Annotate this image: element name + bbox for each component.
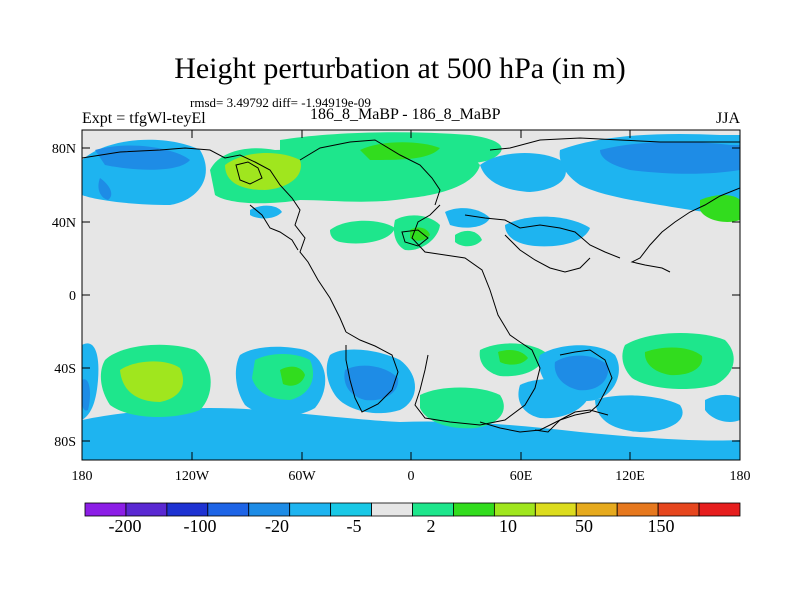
coastline [401, 229, 429, 247]
coastlines [82, 137, 740, 433]
coastline [249, 204, 299, 251]
contour-blob [420, 387, 504, 429]
colorbar-swatch [534, 502, 577, 517]
coastline [411, 204, 541, 426]
x-tick-label: 120W [175, 469, 210, 484]
colorbar-label: 50 [575, 516, 593, 536]
coastline [464, 214, 621, 259]
y-tick-label: 80S [54, 435, 76, 450]
colorbar-swatch [84, 502, 127, 517]
contour-blob [455, 230, 482, 247]
contour-blob [360, 142, 440, 160]
coastline [82, 147, 347, 333]
colorbar-swatch [575, 502, 618, 517]
contour-blob [595, 395, 683, 432]
contour-blob [250, 205, 282, 219]
contour-blob [554, 355, 609, 391]
colorbar-label: -200 [109, 516, 142, 536]
y-tick-label: 80N [52, 142, 76, 157]
x-tick-label: 180 [730, 469, 751, 484]
experiment-label: Expt = tfgWl-teyEl [82, 110, 206, 127]
colorbar-swatch [453, 502, 495, 517]
contour-blob [280, 366, 305, 386]
contour-blob [644, 347, 703, 376]
colorbar-swatch [493, 502, 536, 517]
colorbar [84, 502, 741, 517]
y-tick-label: 0 [69, 289, 76, 304]
coastline [299, 139, 441, 206]
coastline [504, 234, 591, 273]
coastline [630, 187, 740, 273]
colorbar-swatch [207, 502, 250, 517]
coastline [489, 137, 740, 151]
contour-blob [505, 216, 590, 247]
coastline [534, 349, 613, 433]
colorbar-swatch [698, 502, 741, 517]
y-tick-label: 40S [54, 362, 76, 377]
season-label: JJA [716, 110, 741, 127]
contour-blob [98, 178, 112, 200]
contour-blob [82, 408, 740, 460]
contour-blob [600, 141, 740, 174]
colorbar-label: -20 [265, 516, 289, 536]
colorbar-swatch [330, 502, 372, 517]
contour-blob [705, 394, 740, 422]
x-tick-label: 60W [288, 469, 316, 484]
plot-title: Height perturbation at 500 hPa (in m) [174, 52, 626, 85]
y-tick-label: 40N [52, 216, 76, 231]
colorbar-swatch [657, 502, 700, 517]
colorbar-swatch [289, 502, 332, 517]
coastline [235, 161, 263, 185]
coastline [479, 409, 609, 433]
colorbar-swatch [125, 502, 168, 517]
subtitle: 186_8_MaBP - 186_8_MaBP [310, 106, 501, 123]
stats-text: rmsd= 3.49792 diff= -1.94919e-09 [190, 95, 371, 110]
colorbar-label: 10 [499, 516, 517, 536]
colorbar-swatch [412, 502, 454, 517]
colorbar-swatch [616, 502, 659, 517]
colorbar-swatch [248, 502, 291, 517]
contour-blob [498, 350, 528, 365]
x-tick-label: 0 [408, 469, 415, 484]
contour-blob [445, 208, 490, 228]
colorbar-label: -5 [347, 516, 362, 536]
contour-blob [82, 379, 90, 411]
contour-blob [95, 145, 190, 170]
contour-blob [120, 361, 184, 402]
axis-ticks [81, 130, 741, 460]
colorbar-swatch [166, 502, 209, 517]
colorbar-swatch [371, 502, 413, 517]
x-tick-label: 60E [510, 469, 533, 484]
contour-blob [225, 153, 301, 190]
coastline [345, 331, 399, 413]
contour-field [82, 132, 740, 460]
contour-blob [330, 220, 395, 244]
contour-blob [344, 365, 399, 401]
colorbar-label: -100 [184, 516, 217, 536]
colorbar-label: 2 [427, 516, 436, 536]
x-tick-label: 120E [615, 469, 645, 484]
contour-blob [480, 153, 566, 192]
colorbar-label: 150 [648, 516, 675, 536]
x-tick-label: 180 [72, 469, 93, 484]
